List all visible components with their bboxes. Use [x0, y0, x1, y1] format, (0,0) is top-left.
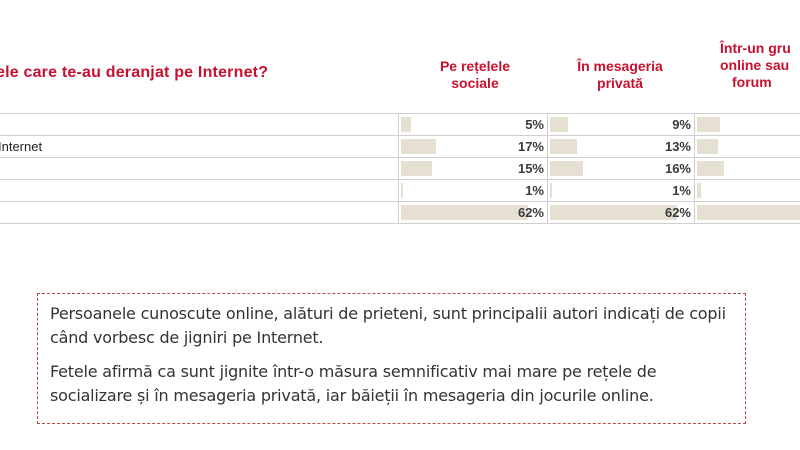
value-bar	[550, 139, 577, 154]
value-bar	[401, 139, 436, 154]
info-note-box: Persoanele cunoscute online, alături de …	[37, 293, 746, 424]
survey-question: ele care te-au deranjat pe Internet?	[0, 64, 269, 81]
value-label: 9%	[672, 117, 691, 132]
column-header-online-group-forum: Într-un gru online sau forum	[720, 40, 800, 91]
value-label: 17%	[517, 139, 544, 154]
value-bar	[697, 117, 720, 132]
column-header-line: Într-un gru	[720, 40, 791, 56]
table-divider	[0, 135, 800, 136]
column-divider	[398, 113, 399, 223]
value-label: 13%	[664, 139, 691, 154]
value-bar	[697, 183, 702, 198]
table-divider	[0, 201, 800, 202]
column-header-line: În mesageria	[577, 58, 663, 74]
value-bar	[401, 117, 412, 132]
value-bar	[401, 205, 529, 220]
row-label: Internet	[0, 139, 43, 154]
value-bar	[550, 205, 678, 220]
table-divider	[0, 113, 800, 114]
note-paragraph: Persoanele cunoscute online, alături de …	[50, 304, 726, 347]
value-bar	[550, 183, 553, 198]
column-header-line: online sau	[720, 57, 790, 73]
value-bar	[550, 161, 583, 176]
column-header-private-messaging: În mesageria privată	[560, 58, 680, 92]
column-header-line: privată	[597, 75, 643, 91]
note-paragraph: Fetele afirmă ca sunt jignite într-o măs…	[50, 362, 657, 405]
value-label: 62%	[664, 205, 691, 220]
table-divider	[0, 157, 800, 158]
value-label: 16%	[664, 161, 691, 176]
column-header-social-networks: Pe rețelele sociale	[420, 58, 530, 92]
table-divider	[0, 179, 800, 180]
value-bar	[697, 139, 718, 154]
value-bar	[697, 205, 800, 220]
column-header-line: forum	[732, 74, 772, 90]
column-header-line: Pe rețelele	[439, 58, 511, 74]
value-bar	[697, 161, 724, 176]
value-label: 1%	[525, 183, 544, 198]
value-bar	[550, 117, 569, 132]
value-label: 15%	[517, 161, 544, 176]
value-bar	[401, 161, 432, 176]
value-label: 62%	[517, 205, 544, 220]
value-label: 5%	[525, 117, 544, 132]
value-bar	[401, 183, 404, 198]
column-divider	[694, 113, 695, 223]
column-header-line: sociale	[451, 75, 499, 91]
table-divider	[0, 223, 800, 224]
value-label: 1%	[672, 183, 691, 198]
column-divider	[547, 113, 548, 223]
